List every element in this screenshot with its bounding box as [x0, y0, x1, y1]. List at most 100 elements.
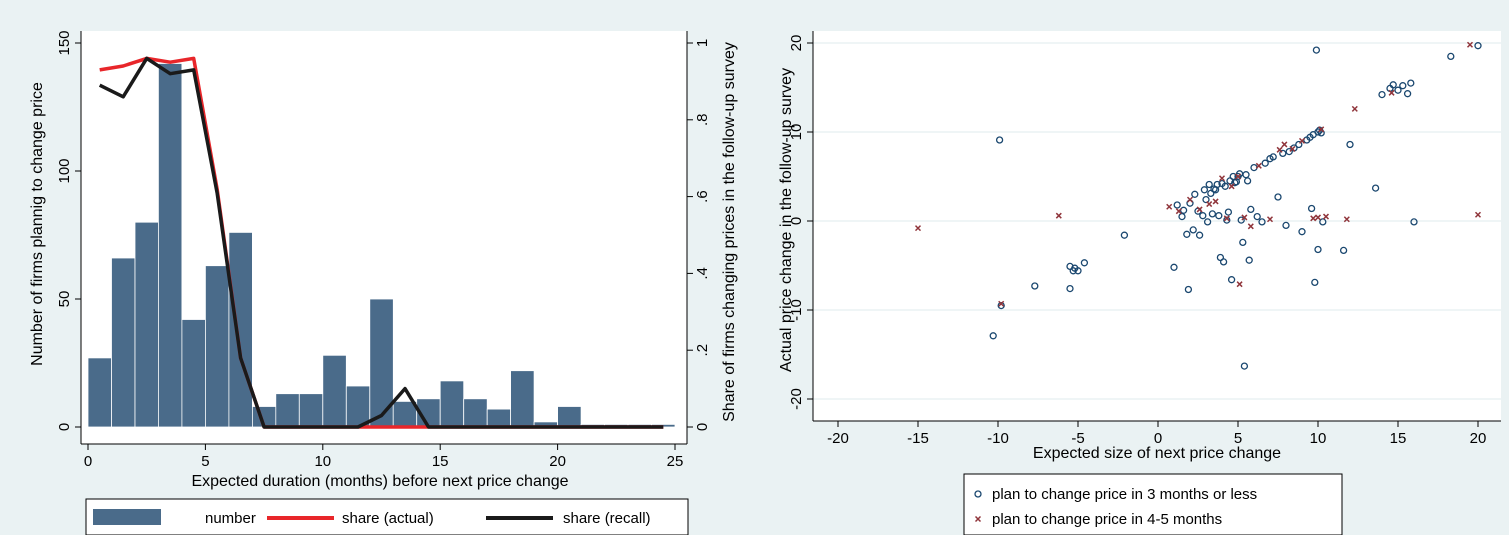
scatter-point-x [1166, 203, 1173, 210]
scatter-point-x [1186, 196, 1194, 203]
scatter-legend: plan to change price in 3 months or less… [963, 473, 1343, 535]
share-lines [98, 56, 664, 429]
scatter-point-circle [1221, 182, 1229, 190]
legend-label-share-recall: share (recall) [563, 510, 651, 527]
histogram-bar [322, 354, 347, 428]
scatter-point-circle [1215, 212, 1223, 220]
y2-tick-label: .8 [694, 114, 711, 127]
scatter-point-circle [1378, 90, 1386, 99]
scatter-point-circle [1200, 186, 1209, 194]
scatter-point-x [998, 300, 1005, 307]
scatter-point-x [1266, 216, 1274, 223]
y2-tick-label: 0 [694, 423, 711, 431]
scatter-point-x [1310, 215, 1317, 222]
y2-tick-label: .4 [694, 267, 711, 280]
x-tick-label: -15 [907, 430, 929, 447]
x-tick-label: -5 [1071, 430, 1084, 447]
scatter-point-circle [1237, 216, 1245, 224]
scatter-point-circle [1199, 212, 1207, 220]
scatter-point-x [1241, 214, 1248, 221]
legend-label-number: number [205, 510, 256, 527]
histogram-bar [87, 357, 112, 428]
y-tick-label: 0 [56, 423, 73, 431]
scatter-point-x [1247, 223, 1254, 230]
scatter-point-circle [1074, 267, 1082, 275]
scatter-point-circle [1080, 259, 1089, 267]
x-tick-label: 0 [84, 453, 92, 470]
histogram-bar [439, 380, 465, 428]
scatter-point-circle [1243, 177, 1252, 185]
scatter-point-x [1218, 175, 1226, 182]
scatter-point-circle [1208, 210, 1217, 218]
x-tick-label: 5 [1234, 430, 1242, 447]
scatter-point-circle [1389, 81, 1397, 89]
legend-label-three-months-or-less: plan to change price in 3 months or less [992, 486, 1257, 503]
x-tick-label: 0 [1154, 430, 1162, 447]
legend-swatch-x-marker [974, 515, 982, 523]
y-tick-label: 0 [788, 217, 805, 225]
histogram-bar [275, 393, 300, 428]
histogram-bars [87, 63, 676, 428]
scatter-point-circle [1253, 212, 1261, 221]
scatter-point-circle [1170, 263, 1178, 271]
legend-label-four-five-months: plan to change price in 4-5 months [992, 511, 1222, 528]
y-tick-label: 10 [788, 124, 805, 141]
scatter-point-circle [1339, 246, 1348, 255]
x-tick-label: 5 [201, 453, 209, 470]
scatter-point-circle [1203, 218, 1212, 226]
legend-swatch-circle-marker [974, 490, 982, 498]
scatter-point-x [1351, 105, 1358, 112]
scatter-point-x [1318, 126, 1325, 133]
scatter-point-circle [1202, 195, 1210, 204]
histogram-axes: 0 5 10 15 20 25 0 50 100 150 0 .2 .4 .6 .8 1 [56, 30, 711, 470]
scatter-point-x [1212, 198, 1219, 205]
x-tick-label: 20 [549, 453, 566, 470]
scatter-point-circle [997, 301, 1005, 310]
y-tick-label: 50 [56, 291, 73, 308]
scatter-y-axis-label: Actual price change in the follow-up sur… [778, 68, 795, 372]
histogram-x-axis-label: Expected duration (months) before next p… [191, 473, 568, 490]
scatter-point-x [1223, 215, 1230, 222]
x-tick-label: -10 [987, 430, 1009, 447]
scatter-point-circle [1066, 284, 1074, 293]
scatter-point-x [914, 225, 922, 232]
scatter-point-circle [1120, 231, 1129, 239]
histogram-bar [181, 319, 206, 428]
scatter-point-x [1175, 208, 1182, 215]
scatter-plot-area [813, 31, 1501, 421]
scatter-point-circle [1195, 231, 1204, 239]
scatter-point-x [1466, 41, 1474, 48]
legend-swatch-number [93, 509, 161, 525]
scatter-point-x [1255, 162, 1262, 169]
x-tick-label: 15 [432, 453, 449, 470]
x-marker [974, 515, 982, 523]
legend-label-share-actual: share (actual) [342, 510, 434, 527]
scatter-point-circle [1279, 149, 1287, 158]
y-tick-label: 100 [56, 158, 73, 183]
circle-marker [974, 490, 982, 498]
scatter-point-circle [1239, 238, 1247, 247]
histogram-bar [510, 370, 535, 428]
x-tick-label: 10 [1310, 430, 1327, 447]
histogram-bar [298, 393, 324, 428]
scatter-point-circle [1394, 86, 1402, 94]
x-tick-label: 20 [1470, 430, 1487, 447]
y-tick-label: -10 [788, 299, 805, 321]
scatter-point-circle [1240, 362, 1249, 370]
scatter-point-circle [1274, 193, 1282, 201]
scatter-point-x [1388, 89, 1395, 96]
scatter-point-x [1234, 173, 1242, 180]
scatter-point-circle [1205, 180, 1213, 189]
scatter-point-circle [995, 136, 1004, 144]
y2-tick-label: .2 [694, 344, 711, 357]
scatter-points [914, 41, 1482, 370]
histogram-y-axis-label: Number of firms plannig to change price [29, 82, 46, 366]
scatter-point-circle [1282, 221, 1290, 230]
scatter-point-circle [1261, 159, 1269, 167]
scatter-point-circle [1227, 276, 1236, 284]
scatter-point-circle [1346, 140, 1354, 149]
y2-tick-label: .6 [694, 190, 711, 203]
scatter-point-x [1196, 206, 1203, 213]
scatter-point-circle [1314, 245, 1322, 254]
scatter-axes: -20 -15 -10 -5 0 5 10 15 20 -20 -10 0 10 20 [788, 31, 1501, 447]
